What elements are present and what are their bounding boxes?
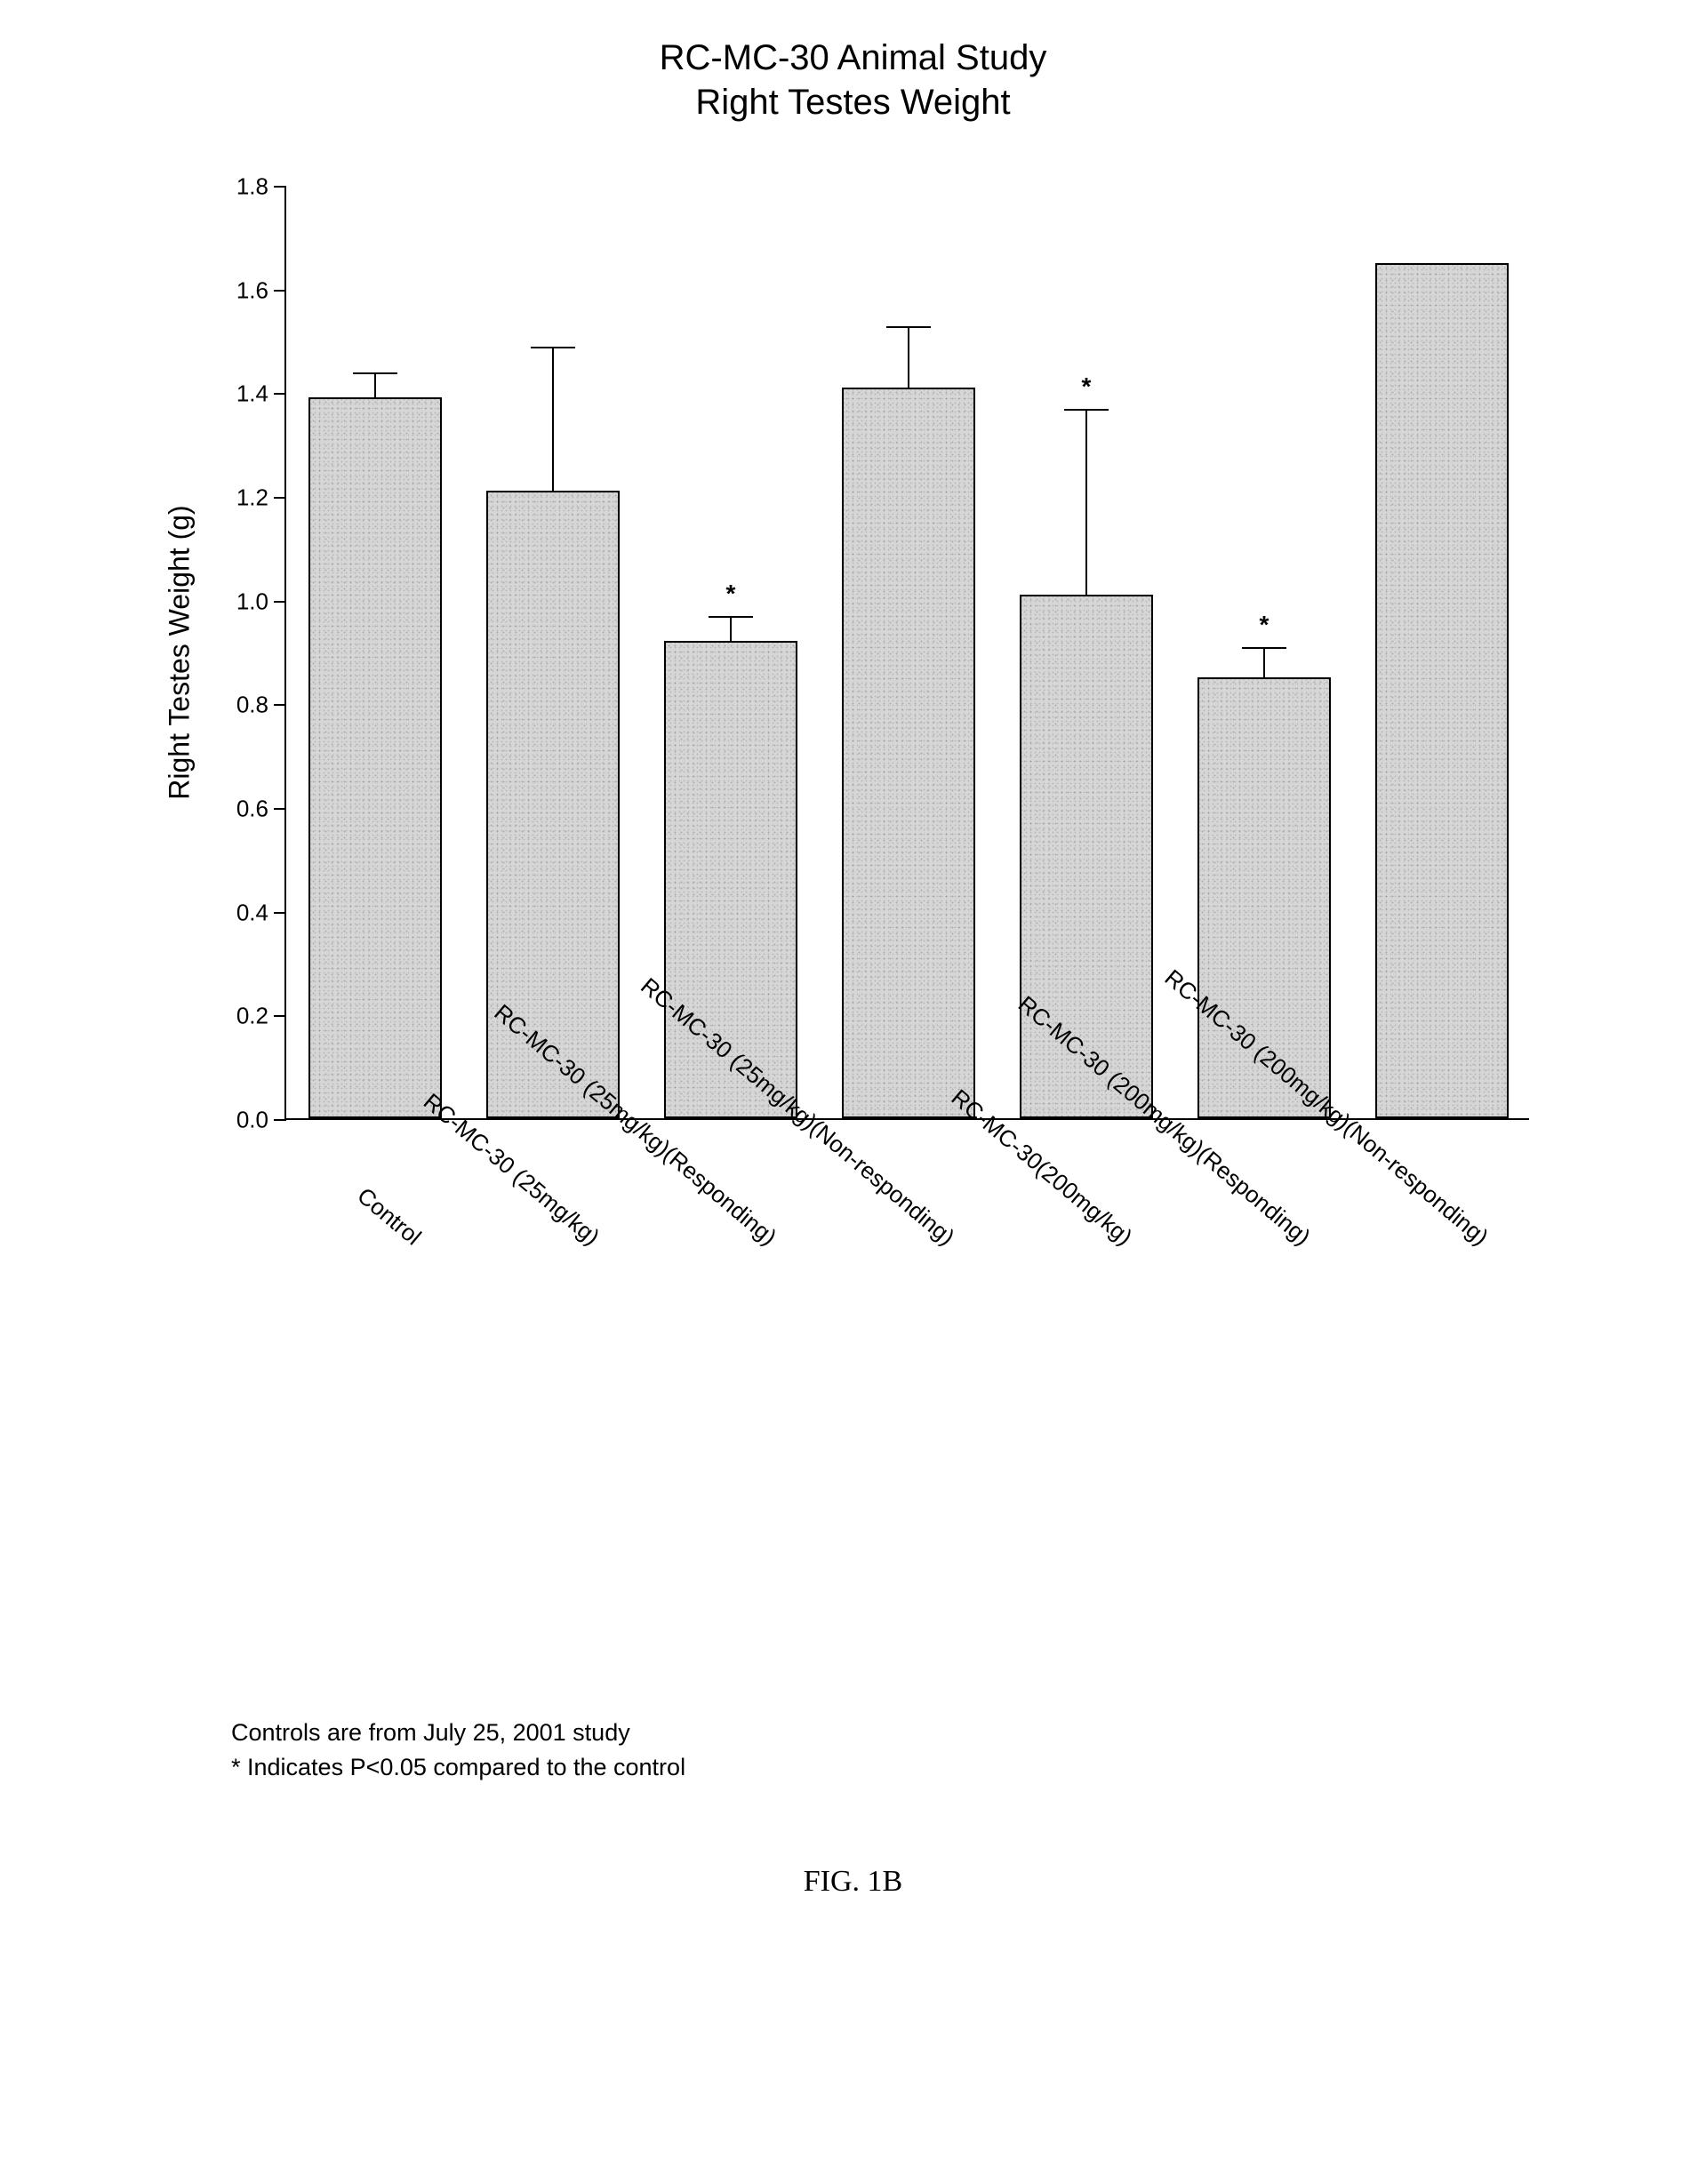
y-tick-label: 1.0 <box>220 588 268 615</box>
y-tick-label: 1.8 <box>220 173 268 201</box>
error-bar-cap <box>1242 647 1286 649</box>
footnote-line: * Indicates P<0.05 compared to the contr… <box>231 1750 1670 1785</box>
y-tick <box>274 704 286 706</box>
bar <box>308 397 442 1118</box>
error-bar-stem <box>552 348 554 492</box>
footnote-line: Controls are from July 25, 2001 study <box>231 1716 1670 1750</box>
significance-marker: * <box>1260 611 1269 639</box>
y-tick <box>274 1015 286 1017</box>
bar-fill <box>1377 265 1507 1117</box>
error-bar-stem <box>374 373 376 399</box>
y-tick <box>274 290 286 292</box>
bar <box>842 388 975 1119</box>
y-tick <box>274 1119 286 1121</box>
significance-marker: * <box>726 580 736 608</box>
error-bar-cap <box>886 326 931 328</box>
y-tick <box>274 808 286 810</box>
chart-area: Right Testes Weight (g) 0.00.20.40.60.81… <box>196 187 1547 1209</box>
error-bar-cap <box>353 372 397 374</box>
y-tick <box>274 601 286 603</box>
error-bar-cap <box>531 347 575 348</box>
y-tick-label: 0.4 <box>220 899 268 926</box>
bar <box>1375 263 1509 1119</box>
y-tick-label: 0.6 <box>220 796 268 823</box>
error-bar-stem <box>908 327 909 389</box>
bar-fill <box>310 399 440 1116</box>
error-bar-stem <box>1263 648 1265 679</box>
error-bar-cap <box>1064 409 1109 411</box>
y-tick-label: 0.0 <box>220 1107 268 1134</box>
y-tick-label: 1.4 <box>220 380 268 408</box>
error-bar-cap <box>709 616 753 618</box>
figure-label: FIG. 1B <box>36 1865 1670 1899</box>
y-tick <box>274 497 286 499</box>
y-tick-label: 0.8 <box>220 692 268 719</box>
y-axis-label: Right Testes Weight (g) <box>164 505 196 799</box>
figure-container: RC-MC-30 Animal Study Right Testes Weigh… <box>36 36 1670 1899</box>
y-tick-label: 1.2 <box>220 484 268 512</box>
y-tick-label: 0.2 <box>220 1003 268 1030</box>
significance-marker: * <box>1082 372 1092 401</box>
y-tick <box>274 912 286 914</box>
error-bar-stem <box>1085 410 1087 596</box>
y-tick <box>274 393 286 395</box>
footnotes: Controls are from July 25, 2001 study* I… <box>231 1716 1670 1785</box>
y-tick <box>274 186 286 188</box>
x-axis-labels: ControlRC-MC-30 (25mg/kg)RC-MC-30 (25mg/… <box>284 1209 1529 1707</box>
chart-title: RC-MC-30 Animal Study Right Testes Weigh… <box>36 36 1670 124</box>
y-tick-label: 1.6 <box>220 276 268 304</box>
plot-region: Right Testes Weight (g) 0.00.20.40.60.81… <box>284 187 1529 1120</box>
error-bar-stem <box>730 617 732 643</box>
bar-fill <box>844 389 973 1117</box>
